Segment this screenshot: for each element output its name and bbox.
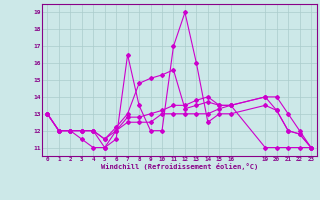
X-axis label: Windchill (Refroidissement éolien,°C): Windchill (Refroidissement éolien,°C): [100, 163, 258, 170]
